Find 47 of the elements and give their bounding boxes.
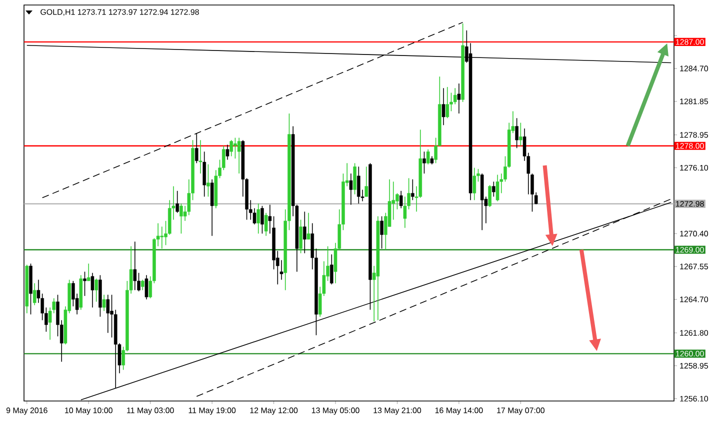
candlestick (256, 203, 260, 234)
candlestick (496, 174, 500, 202)
candlestick (140, 279, 144, 291)
candlestick (194, 132, 198, 164)
candlestick (364, 166, 368, 198)
candlestick (357, 166, 360, 204)
candlestick (446, 86, 450, 119)
candlestick (330, 254, 334, 285)
candlestick (94, 278, 98, 302)
candlestick (457, 83, 461, 114)
candlestick (226, 144, 230, 160)
candlestick (442, 88, 446, 126)
candlestick (303, 211, 306, 254)
candlestick (32, 282, 36, 306)
candlestick (210, 178, 214, 236)
candlestick (411, 178, 414, 201)
candlestick (426, 148, 430, 165)
candlestick (399, 190, 403, 209)
candlestick (198, 140, 202, 174)
candlestick (519, 122, 522, 146)
candlestick (380, 216, 384, 249)
candlestick (306, 212, 310, 240)
candlestick (260, 205, 264, 234)
candlestick (180, 203, 183, 234)
candlestick (488, 184, 492, 208)
candlestick (472, 167, 476, 201)
candlestick (144, 274, 148, 300)
candlestick (492, 181, 496, 198)
candlestick (90, 272, 94, 308)
candlestick (133, 241, 137, 291)
candlestick (176, 190, 179, 214)
candlestick (206, 164, 210, 198)
candlestick (264, 212, 268, 236)
candlestick (102, 294, 106, 312)
candlestick (86, 263, 90, 282)
candlestick (202, 151, 206, 198)
candlestick (83, 271, 86, 296)
candlestick (353, 162, 356, 195)
candlestick (422, 151, 426, 174)
candlestick (160, 226, 164, 249)
candlestick (515, 118, 518, 149)
candlestick (106, 294, 110, 334)
candlestick (299, 219, 302, 254)
candlestick (349, 173, 353, 206)
candlestick (234, 137, 237, 159)
candlestick (237, 137, 241, 174)
candlestick (230, 140, 233, 157)
